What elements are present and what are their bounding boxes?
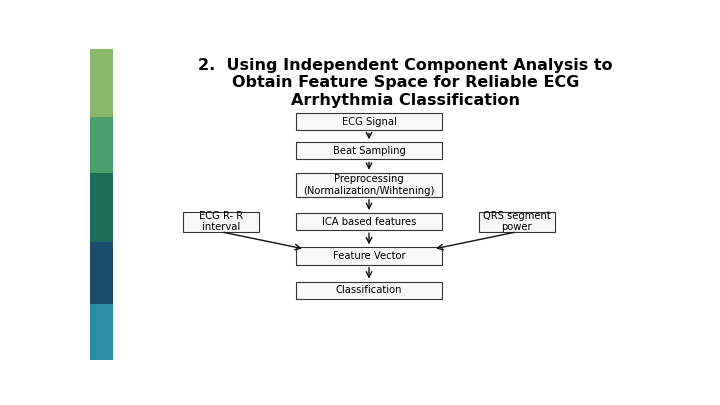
FancyBboxPatch shape: [297, 173, 441, 197]
Bar: [90, 304, 114, 360]
FancyBboxPatch shape: [297, 213, 441, 230]
Text: QRS segment
power: QRS segment power: [483, 211, 551, 232]
FancyBboxPatch shape: [480, 211, 554, 232]
FancyBboxPatch shape: [297, 113, 441, 130]
FancyBboxPatch shape: [184, 211, 258, 232]
Text: Feature Vector: Feature Vector: [333, 251, 405, 261]
Text: Classification: Classification: [336, 285, 402, 295]
FancyBboxPatch shape: [297, 142, 441, 160]
Text: Beat Sampling: Beat Sampling: [333, 146, 405, 156]
FancyBboxPatch shape: [297, 247, 441, 264]
Bar: [90, 49, 114, 117]
Bar: [90, 117, 114, 173]
Text: Preprocessing
(Normalization/Wihtening): Preprocessing (Normalization/Wihtening): [303, 175, 435, 196]
Bar: [90, 242, 114, 304]
Text: ECG Signal: ECG Signal: [341, 117, 397, 127]
FancyBboxPatch shape: [297, 282, 441, 299]
Bar: [90, 173, 114, 242]
Text: ICA based features: ICA based features: [322, 217, 416, 227]
Text: ECG R- R
interval: ECG R- R interval: [199, 211, 243, 232]
Text: 2.  Using Independent Component Analysis to
Obtain Feature Space for Reliable EC: 2. Using Independent Component Analysis …: [198, 58, 613, 108]
